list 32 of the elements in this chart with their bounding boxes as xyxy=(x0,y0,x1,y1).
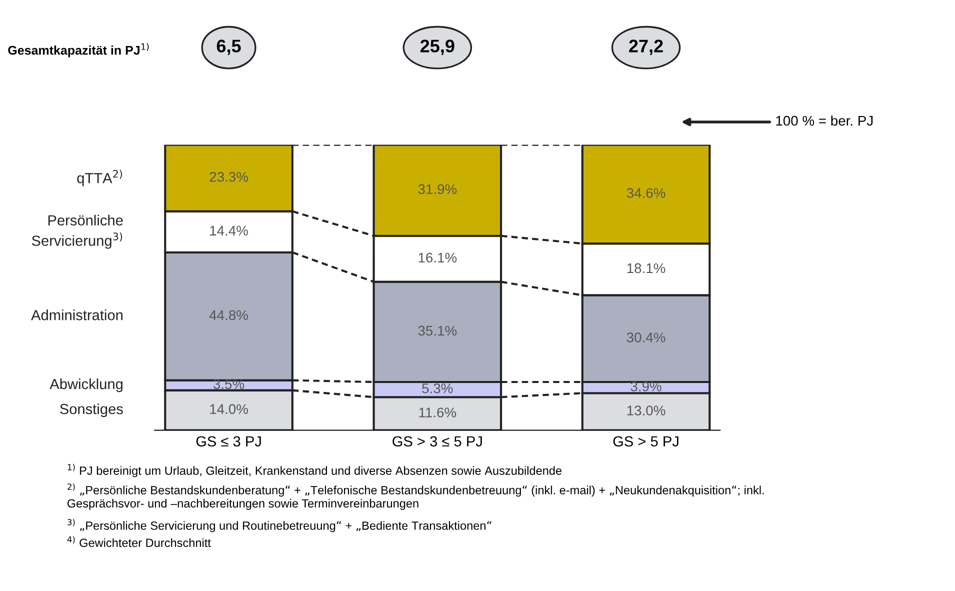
text: 27,2 xyxy=(629,40,663,56)
data-label: 35.1% xyxy=(418,326,457,336)
data-label: 3.5% xyxy=(213,379,244,390)
text: $^{4)}$ Gewichteter Durchschnitt xyxy=(67,536,211,547)
data-label: 30.4% xyxy=(626,332,666,342)
data-label: 18.1% xyxy=(627,263,666,274)
x-tick-label: GS ≤ 3 PJ xyxy=(196,436,261,447)
text: $^{3)}$ „Persönliche Servicierung und Routinebetreuung“ + „Bediente Transaktionen“ xyxy=(68,518,492,532)
text: 6,5 xyxy=(216,40,241,56)
text: 25,9 xyxy=(420,40,454,56)
data-label: 23.3% xyxy=(210,172,248,182)
text: $^{1)}$ PJ bereinigt um Urlaub, Gleitzeit, Krankenstand und diverse Absenzen sowie Auszubildende xyxy=(68,464,562,478)
data-label: 5.3% xyxy=(422,383,453,394)
data-label: 13.0% xyxy=(627,406,666,416)
text: 100 % = ber. PJ xyxy=(776,115,873,126)
data-label: 11.6% xyxy=(419,408,456,418)
data-label: 14.0% xyxy=(210,404,248,414)
data-label: 44.8% xyxy=(209,310,248,320)
data-label: 34.6% xyxy=(626,188,666,198)
text: $^{2)}$ „Persönliche Bestandskundenberatung“ + „Telefonische Bestandskundenbetreuung“ (inkl. e-mail) + „Neukundenakquisition“; inkl. Gesprächsvor- und –nachbereitungen sowie Terminvereinbarungen xyxy=(67,483,764,510)
x-tick-label: GS > 5 PJ xyxy=(613,436,678,447)
text: Abwicklung xyxy=(50,378,122,392)
text: Persönliche Servicierung$^{3)}$ xyxy=(32,214,123,249)
data-label: 31.9% xyxy=(418,184,457,194)
data-label: 14.4% xyxy=(210,226,248,236)
chart-title: Gesamtkapazität in PJ$^{1)}$ xyxy=(8,43,149,58)
text: Administration xyxy=(31,310,122,320)
text: Sonstiges xyxy=(60,403,123,418)
x-tick-label: GS > 3 ≤ 5 PJ xyxy=(392,436,482,447)
text: qTTA$^{2)}$ xyxy=(77,170,122,186)
data-label: 16.1% xyxy=(418,252,457,263)
data-label: 3.9% xyxy=(630,381,662,392)
